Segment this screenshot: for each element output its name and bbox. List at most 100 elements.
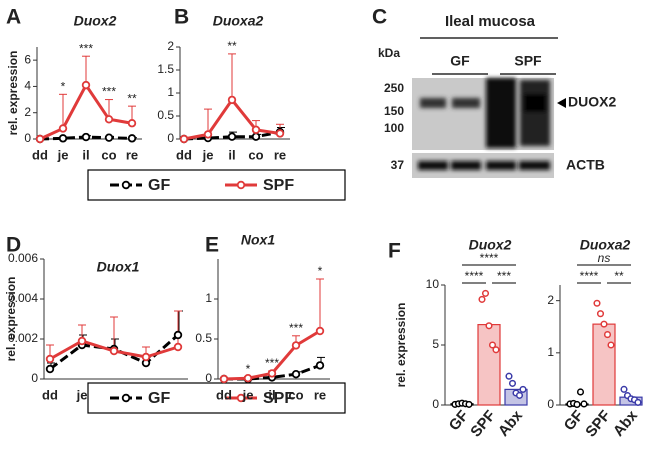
legend-label: SPF [263,177,294,194]
point [179,134,189,144]
series-line [39,82,133,141]
x-tick-label: il [268,387,275,402]
point [173,330,183,340]
x-tick-label: je [202,147,214,162]
data-point [481,289,490,297]
point [227,132,237,141]
significance: *** [265,356,279,370]
x-tick-label: SPF [582,407,614,440]
significance: *** [497,269,511,283]
x-tick-label: dd [42,387,58,402]
point [127,134,137,143]
point [104,133,114,142]
series-line [183,130,281,141]
significance: ** [127,91,137,105]
y-tick-label: 1.5 [157,62,174,76]
significance: ** [614,269,624,283]
panel-letter: B [174,6,189,29]
y-tick-label: 0.5 [195,331,212,345]
point [45,354,55,364]
blot-panel: C Ileal mucosa kDa GF SPF 250 150 100 37… [372,6,616,178]
legend-box [87,382,346,414]
data-point [485,322,493,330]
x-tick-label: il [228,147,235,162]
point [141,352,151,362]
point [58,124,68,133]
data-point [576,388,585,396]
marker-label: 100 [384,121,404,135]
point [291,341,301,350]
y-tick-label: 0 [24,131,31,145]
data-point [596,310,605,318]
data-point [593,299,601,307]
data-point [478,295,486,303]
x-tick-label: co [101,147,116,162]
significance: ** [227,39,237,53]
data-point [573,400,581,409]
chart-title: Duox1 [97,259,140,275]
data-point [465,400,473,408]
marker-label: 150 [384,104,404,118]
point [251,125,261,134]
group-label: GF [450,53,470,69]
data-point [607,341,615,349]
point [251,132,261,141]
chart-title: Nox1 [241,232,275,248]
y-tick-label: 5 [432,337,439,351]
y-tick-label: 2 [547,293,554,307]
point [35,134,45,144]
x-tick-label: dd [216,387,232,402]
y-tick-label: 0 [31,371,38,385]
panel-letter: D [6,234,21,257]
y-tick-label: 0.5 [157,108,174,122]
legend-label: GF [148,177,170,194]
x-tick-label: il [82,147,89,162]
x-tick-label: dd [176,147,192,162]
blot-bands [420,78,550,148]
data-point [620,385,628,393]
band-label: ACTB [566,157,605,173]
unit: kDa [378,46,400,60]
significance: * [61,79,66,93]
legend-marker [236,180,246,190]
point [219,374,229,384]
significance: ns [598,251,611,265]
x-tick-label: Abx [495,407,527,440]
significance: **** [480,251,499,265]
y-tick-label: 10 [426,277,440,291]
y-tick-label: 2 [167,39,174,53]
legend-label: SPF [263,390,294,407]
blot-bands [418,161,550,170]
y-tick-label: 0.002 [8,331,38,345]
legend-marker [121,180,131,190]
panel-letter: A [6,6,21,29]
data-point [488,341,497,349]
y-tick-label: 2 [24,105,31,119]
point [267,369,277,378]
significance: * [318,264,323,278]
legend-marker [121,393,131,403]
marker-label: 250 [384,81,404,95]
point [45,364,55,374]
band-label: DUOX2 [568,94,616,110]
y-tick-label: 4 [24,79,31,93]
y-tick-label: 0.004 [8,291,38,305]
x-tick-label: SPF [467,407,499,440]
y-tick-label: 1 [167,85,174,99]
significance: * [246,362,251,376]
chart-title: Duox2 [469,237,512,253]
y-tick-label: 1 [205,291,212,305]
point [227,95,237,105]
arrow [557,98,566,108]
data-point [634,398,642,406]
point [109,346,119,356]
significance: *** [102,85,116,99]
significance: *** [79,41,93,55]
legend-marker [236,393,246,403]
point [275,129,285,138]
panel-letter: E [205,234,219,257]
y-axis-label: rel. expression [394,303,408,388]
point [243,374,253,383]
